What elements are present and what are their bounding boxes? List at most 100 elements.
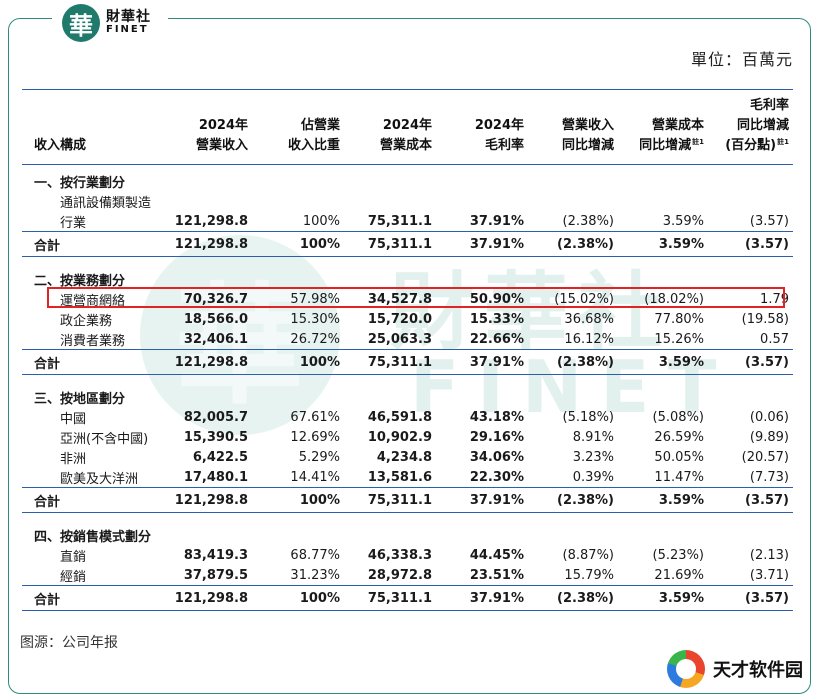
table-cell: (3.57) [708,488,793,513]
row-label: 政企業務 [22,309,162,329]
table-cell: (5.18%) [528,407,618,427]
table-cell: 75,311.1 [344,211,436,232]
table-cell: (3.57) [708,211,793,232]
table-cell: 15.33% [436,309,528,329]
table-cell: 46,338.3 [344,545,436,565]
table-cell [528,191,618,211]
table-cell: 44.45% [436,545,528,565]
table-row: 消費者業務 32,406.1 26.72% 25,063.3 22.66% 16.12% 1… [22,329,793,350]
table-cell: 37.91% [436,211,528,232]
table-cell: 26.72% [252,329,344,350]
table-cell: 25,063.3 [344,329,436,350]
table-cell: 121,298.8 [162,586,252,611]
table-cell: 83,419.3 [162,545,252,565]
site-logo-icon [667,650,705,688]
table-cell: (3.57) [708,350,793,375]
table-cell: 28,972.8 [344,565,436,586]
table-cell: 75,311.1 [344,350,436,375]
table-row: 非洲 6,422.5 5.29% 4,234.8 34.06% 3.23% 50.05% (2… [22,447,793,467]
table-cell: 17,480.1 [162,467,252,488]
column-header-line: 同比增減 [562,138,614,153]
table-cell: 100% [252,488,344,513]
table-cell: (3.71) [708,565,793,586]
column-header-line: 收入比重 [288,138,340,153]
section-row: 四、按銷售模式劃分 [22,519,793,545]
total-row: 合計 121,298.8 100% 75,311.1 37.91% (2.38%) 3.59… [22,232,793,257]
total-row: 合計 121,298.8 100% 75,311.1 37.91% (2.38%) 3.59… [22,586,793,611]
section-label: 一、按行業劃分 [22,165,793,192]
table-cell: 121,298.8 [162,350,252,375]
row-label: 亞洲(不含中國) [22,427,162,447]
table-cell: (3.57) [708,586,793,611]
revenue-breakdown-table: 收入構成 2024年 營業收入 佔營業 收入比重 2024年 營業成本 2024年 毛利率 營業收… [22,89,793,611]
table-cell: 15,720.0 [344,309,436,329]
table-cell: (2.38%) [528,232,618,257]
logo-text: 財華社 FINET [106,10,151,35]
section-label: 二、按業務劃分 [22,263,793,289]
table-row: 直銷 83,419.3 68.77% 46,338.3 44.45% (8.87%) (5.… [22,545,793,565]
section-row: 一、按行業劃分 [22,165,793,192]
table-cell: 12.69% [252,427,344,447]
table-cell [344,191,436,211]
column-header-line: 2024年 [383,118,432,133]
table-cell: 37.91% [436,586,528,611]
table-cell: (5.23%) [618,545,708,565]
column-header-line: 收入構成 [34,138,86,153]
table-cell: (2.38%) [528,488,618,513]
table-cell: 3.59% [618,350,708,375]
table-cell [162,191,252,211]
section-label: 四、按銷售模式劃分 [22,519,793,545]
row-label: 通訊設備類製造 [22,191,162,211]
section-row: 三、按地區劃分 [22,381,793,407]
column-header-1: 2024年 營業收入 [162,90,252,165]
table-body: 一、按行業劃分 通訊設備類製造 行業 121,298.8 100% 75,311.1 37.… [22,165,793,611]
table-cell: (2.13) [708,545,793,565]
row-label: 中國 [22,407,162,427]
highlight-box [47,287,785,308]
total-label: 合計 [22,232,162,257]
table-cell: 14.41% [252,467,344,488]
section-row: 二、按業務劃分 [22,263,793,289]
table-row: 亞洲(不含中國) 15,390.5 12.69% 10,902.9 29.16% 8.91… [22,427,793,447]
column-header-line: 毛利率 [750,98,789,113]
column-header-line: 毛利率 [485,138,524,153]
table-cell [708,191,793,211]
row-label: 直銷 [22,545,162,565]
column-header-6: 營業成本 同比增減註1 [618,90,708,165]
table-cell: 3.59% [618,586,708,611]
table-cell: (0.06) [708,407,793,427]
row-label: 經銷 [22,565,162,586]
column-header-line: 2024年 [475,118,524,133]
table-cell: 67.61% [252,407,344,427]
column-header-line: 同比增減 [737,118,789,133]
table-cell: 10,902.9 [344,427,436,447]
table-cell: 75,311.1 [344,488,436,513]
table-cell: 75,311.1 [344,586,436,611]
table-cell: 34.06% [436,447,528,467]
table-cell: 3.23% [528,447,618,467]
table-row: 中國 82,005.7 67.61% 46,591.8 43.18% (5.18%) (5.… [22,407,793,427]
site-badge-text: 天才软件园 [713,656,803,682]
column-header-line: 營業成本 [652,118,704,133]
table-cell: 3.59% [618,488,708,513]
table-cell: 82,005.7 [162,407,252,427]
table-cell: 100% [252,211,344,232]
table-cell: 75,311.1 [344,232,436,257]
table-cell: 4,234.8 [344,447,436,467]
table-cell: 121,298.8 [162,232,252,257]
column-header-line: 營業收入 [562,118,614,133]
column-header-line: 同比增減 [639,138,691,153]
table-cell: 32,406.1 [162,329,252,350]
table-cell: (8.87%) [528,545,618,565]
table-cell: 3.59% [618,232,708,257]
table-row: 行業 121,298.8 100% 75,311.1 37.91% (2.38%) 3.59… [22,211,793,232]
table-cell: 100% [252,232,344,257]
table-cell: 23.51% [436,565,528,586]
site-badge: 天才软件园 [667,650,803,688]
total-label: 合計 [22,586,162,611]
table-cell: 43.18% [436,407,528,427]
logo-name-en: FINET [106,25,151,36]
table-cell: 22.30% [436,467,528,488]
column-header-line: 營業成本 [380,138,432,153]
row-label: 非洲 [22,447,162,467]
